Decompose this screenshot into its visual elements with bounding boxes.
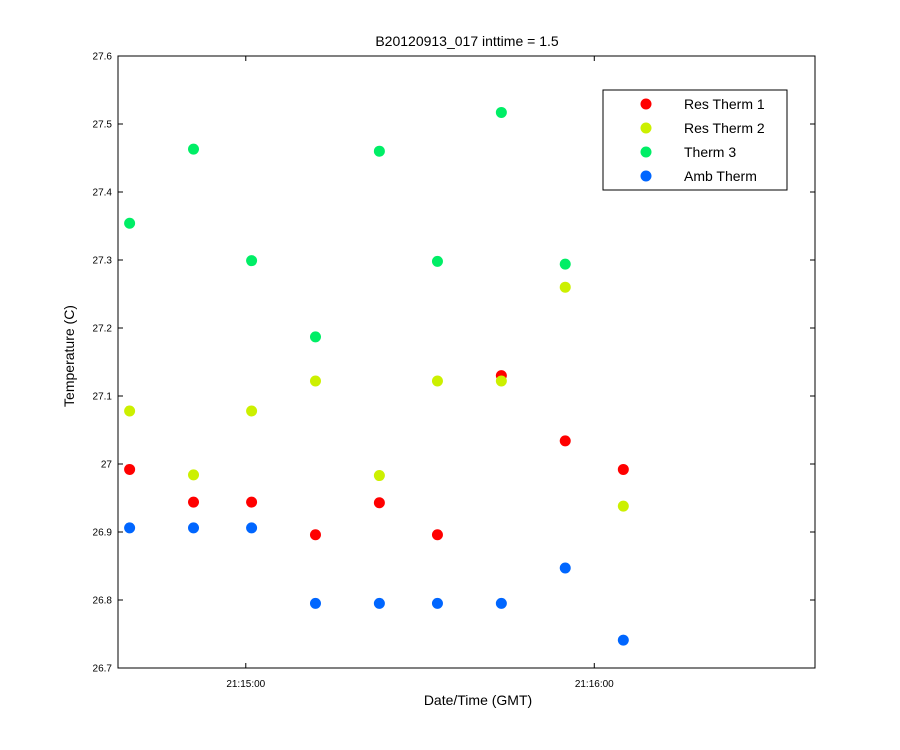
- data-point-series-4: [188, 522, 200, 534]
- legend-label-4: Amb Therm: [684, 168, 757, 184]
- y-tick-label: 27.5: [93, 120, 113, 131]
- data-point-series-4: [431, 597, 443, 609]
- x-tick-label: 21:16:00: [575, 679, 614, 690]
- y-tick-label: 26.7: [93, 664, 113, 675]
- data-point-series-2: [559, 281, 571, 293]
- data-point-series-2: [188, 469, 200, 481]
- data-point-series-2: [495, 375, 507, 387]
- chart-title: B20120913_017 inttime = 1.5: [375, 33, 559, 49]
- data-point-series-1: [617, 463, 629, 475]
- data-point-series-2: [246, 405, 258, 417]
- legend-label-1: Res Therm 1: [684, 96, 765, 112]
- legend-box: [602, 89, 788, 191]
- legend-label-3: Therm 3: [684, 144, 736, 160]
- data-point-series-4: [617, 634, 629, 646]
- data-point-series-2: [309, 375, 321, 387]
- y-tick-label: 27.3: [93, 256, 113, 267]
- data-point-series-3: [246, 255, 258, 267]
- data-point-series-3: [495, 106, 507, 118]
- y-axis-title: Temperature (C): [61, 305, 77, 407]
- data-point-series-3: [124, 217, 136, 229]
- axis-ticks: 26.7 26.8 26.9 27 27.1 27.2 27.3 27.4 27.5 27.6 21…: [93, 52, 815, 690]
- data-point-series-3: [373, 145, 385, 157]
- data-point-series-1: [559, 435, 571, 447]
- data-point-series-3: [559, 258, 571, 270]
- data-point-series-4: [373, 597, 385, 609]
- data-point-series-3: [309, 331, 321, 343]
- y-tick-label: 27.1: [93, 392, 113, 403]
- legend-marker-4: [640, 170, 652, 182]
- x-tick-label: 21:15:00: [226, 679, 265, 690]
- y-tick-label: 27.6: [93, 52, 113, 63]
- legend-marker-1: [640, 98, 652, 110]
- data-point-series-2: [617, 500, 629, 512]
- data-point-series-3: [431, 255, 443, 267]
- legend-marker-3: [640, 146, 652, 158]
- data-point-series-4: [495, 597, 507, 609]
- data-point-series-4: [559, 562, 571, 574]
- data-point-series-4: [309, 597, 321, 609]
- data-point-series-4: [246, 522, 258, 534]
- y-tick-label: 27: [101, 460, 113, 471]
- data-point-series-1: [246, 496, 258, 508]
- data-point-series-1: [309, 529, 321, 541]
- data-point-series-2: [373, 470, 385, 482]
- data-point-series-1: [188, 496, 200, 508]
- data-point-series-4: [124, 522, 136, 534]
- y-tick-label: 27.2: [93, 324, 113, 335]
- y-tick-label: 27.4: [93, 188, 113, 199]
- legend-marker-2: [640, 122, 652, 134]
- y-tick-label: 26.8: [93, 596, 113, 607]
- data-point-series-1: [373, 497, 385, 509]
- x-axis-title: Date/Time (GMT): [424, 692, 532, 708]
- data-point-series-1: [431, 529, 443, 541]
- y-tick-label: 26.9: [93, 528, 113, 539]
- legend-label-2: Res Therm 2: [684, 120, 765, 136]
- data-points: [124, 106, 629, 646]
- data-point-series-3: [188, 143, 200, 155]
- legend: Res Therm 1 Res Therm 2 Therm 3 Amb Therm: [602, 89, 788, 191]
- data-point-series-2: [431, 375, 443, 387]
- data-point-series-1: [124, 463, 136, 475]
- data-point-series-2: [124, 405, 136, 417]
